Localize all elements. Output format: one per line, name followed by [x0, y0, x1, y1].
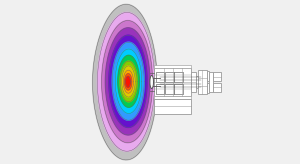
Bar — [207, 71, 208, 81]
Polygon shape — [126, 76, 130, 87]
Bar — [196, 76, 198, 88]
Polygon shape — [124, 74, 132, 90]
Bar — [165, 72, 174, 82]
Bar — [213, 83, 220, 92]
Polygon shape — [120, 61, 137, 102]
Bar — [213, 72, 220, 81]
Bar — [156, 72, 164, 82]
Bar — [154, 68, 191, 96]
Polygon shape — [112, 42, 144, 120]
Polygon shape — [109, 35, 147, 127]
Bar — [156, 84, 164, 94]
Polygon shape — [105, 28, 150, 135]
Ellipse shape — [150, 75, 154, 89]
Bar — [175, 84, 183, 94]
Bar — [207, 83, 208, 93]
Bar — [208, 72, 213, 92]
Bar — [154, 65, 191, 68]
Bar — [175, 72, 183, 82]
Polygon shape — [102, 21, 152, 143]
Polygon shape — [123, 70, 134, 93]
Polygon shape — [93, 4, 157, 160]
Bar — [191, 72, 196, 92]
Polygon shape — [115, 49, 142, 113]
Polygon shape — [122, 66, 135, 97]
Bar — [154, 96, 191, 99]
Polygon shape — [118, 55, 139, 107]
Bar — [165, 84, 174, 94]
Polygon shape — [98, 12, 154, 151]
Bar — [154, 99, 191, 114]
Bar — [198, 70, 207, 94]
